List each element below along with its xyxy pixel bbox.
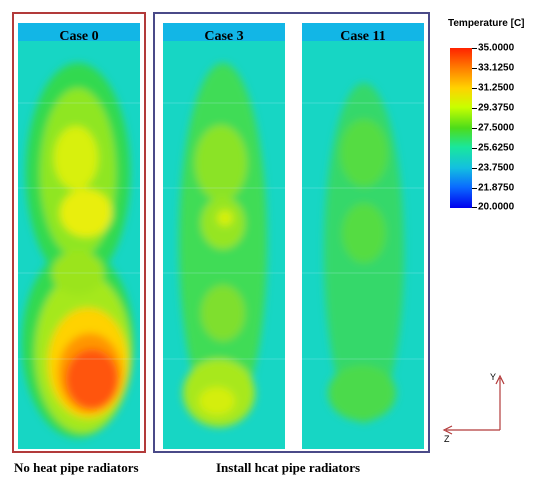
case0-label: Case 0 (59, 29, 99, 44)
legend-color-bar (450, 48, 472, 208)
legend-tick-label: 25.6250 (478, 142, 515, 154)
legend-tick-label: 31.2500 (478, 82, 515, 94)
temperature-legend: Temperature [C] 35.0000 33.1250 31.2500 … (440, 12, 550, 213)
z-axis-label: Z (444, 434, 450, 444)
case11-label: Case 11 (340, 29, 386, 44)
no-radiators-label: No heat pipe radiators (14, 460, 139, 475)
legend-tick-label: 29.3750 (478, 102, 515, 114)
coordinate-axes: Y Z (438, 370, 508, 445)
install-radiators-label: Install hcat pipe radiators (216, 460, 361, 475)
radiator-cases-frame (153, 12, 430, 453)
y-axis-label: Y (490, 372, 497, 382)
case3-label: Case 3 (204, 29, 244, 44)
case0-frame (12, 12, 146, 453)
legend-tick-label: 21.8750 (478, 182, 515, 194)
legend-tick-label: 35.0000 (478, 42, 515, 54)
case11-temperature-panel: Case 11 (302, 23, 424, 449)
case0-temperature-panel: Case 0 (18, 23, 140, 449)
legend-title: Temperature [C] (448, 18, 525, 29)
legend-tick-label: 27.5000 (478, 122, 515, 134)
case3-temperature-panel: Case 3 (163, 23, 285, 449)
legend-tick-label: 33.1250 (478, 62, 515, 74)
legend-tick-label: 23.7500 (478, 162, 515, 174)
legend-tick-label: 20.0000 (478, 201, 515, 213)
